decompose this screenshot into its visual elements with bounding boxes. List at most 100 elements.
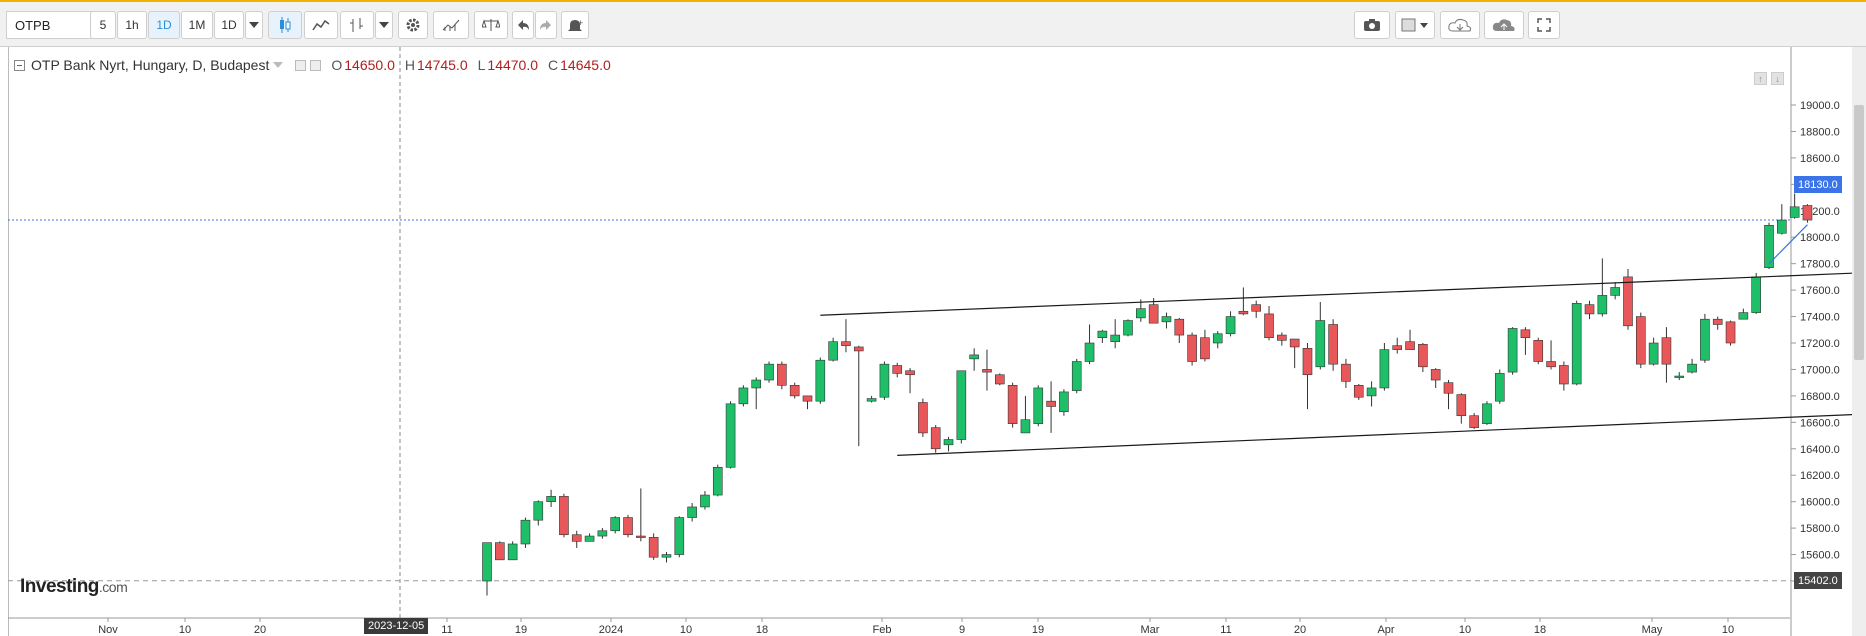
layout-button[interactable] (1395, 11, 1435, 39)
candle-body (597, 530, 608, 537)
top-accent-line (0, 0, 1866, 2)
fullscreen-button[interactable] (1528, 11, 1560, 39)
redo-button[interactable] (535, 11, 557, 39)
x-tick-label: May (1642, 624, 1663, 636)
eye-icon[interactable] (295, 59, 307, 71)
interval-dropdown-button[interactable] (245, 11, 263, 39)
interval-5-button[interactable]: 5 (90, 11, 116, 39)
candle-body (1341, 363, 1351, 382)
candle-body (1443, 382, 1454, 394)
y-tick-label: 18800.0 (1800, 126, 1840, 138)
snapshot-button[interactable] (1354, 11, 1390, 39)
load-chart-button[interactable] (1440, 11, 1480, 39)
candle-body (1418, 344, 1428, 368)
undo-icon (518, 20, 529, 30)
cloud-upload-icon (1492, 19, 1515, 31)
high-label: H (404, 57, 415, 73)
logo-brand: Investing (20, 576, 99, 597)
candle-body (789, 385, 800, 397)
candle-body (482, 542, 492, 582)
x-tick-label: Apr (1377, 624, 1394, 636)
x-tick-label: 10 (179, 624, 191, 636)
x-tick-label: 10 (1459, 624, 1471, 636)
candle-body (918, 402, 928, 434)
candle-body (661, 554, 672, 558)
camera-icon (1364, 19, 1380, 31)
candle-body (1136, 308, 1146, 319)
candle-body (982, 369, 992, 373)
undo-button[interactable] (512, 11, 534, 39)
studies-button[interactable] (433, 11, 469, 39)
candle-body (1520, 329, 1531, 339)
close-value: 14645.0 (560, 57, 611, 73)
y-tick-label: 16600.0 (1800, 417, 1840, 429)
candle-body (1559, 365, 1569, 385)
candle-body (841, 341, 851, 346)
chevron-down-icon[interactable] (273, 62, 284, 68)
y-tick-label: 18600.0 (1800, 153, 1840, 165)
candle-body (1264, 313, 1274, 339)
candle-body (1738, 312, 1749, 320)
candle-body (1110, 334, 1120, 342)
candlestick-icon (280, 17, 291, 33)
line-chart-button[interactable] (304, 11, 338, 39)
current-price-tag: 18130.0 (1794, 176, 1842, 193)
pane-up-icon[interactable]: ↑ (1754, 72, 1767, 85)
candle-body (994, 374, 1005, 385)
pane-down-icon[interactable]: ↓ (1771, 72, 1784, 85)
interval-select-button[interactable]: 1D (214, 11, 244, 39)
candle-body (802, 395, 813, 402)
low-label: L (477, 57, 486, 73)
gear-icon (406, 18, 420, 32)
close-label: C (548, 57, 559, 73)
candle-body (1623, 276, 1633, 327)
indicators-button[interactable] (340, 11, 374, 39)
expand-icon (1537, 18, 1551, 32)
price-chart[interactable]: 15400.015600.015800.016000.016200.016400… (0, 47, 1852, 636)
candle-body (1251, 304, 1261, 312)
svg-text:+: + (578, 18, 583, 28)
candle-body (1097, 330, 1108, 339)
y-tick-label: 15600.0 (1800, 550, 1840, 562)
x-tick-label: 19 (515, 624, 527, 636)
collapse-legend-icon[interactable] (14, 59, 25, 71)
candle-body (828, 341, 838, 361)
settings-small-icon[interactable] (310, 59, 322, 71)
candle-body (943, 439, 954, 446)
interval-1m-button[interactable]: 1M (181, 11, 213, 39)
candle-body (1777, 219, 1787, 234)
y-tick-label: 17600.0 (1800, 285, 1840, 297)
x-tick-label: Nov (98, 624, 118, 636)
candle-body (1469, 415, 1479, 428)
candle-body (1700, 318, 1710, 361)
trend-line (897, 414, 1852, 456)
interval-1d-button[interactable]: 1D (148, 11, 180, 39)
y-tick-label: 19000.0 (1800, 100, 1840, 112)
candle-body (1353, 385, 1364, 398)
candles-button[interactable] (268, 11, 302, 39)
candle-body (1020, 419, 1031, 434)
settings-button[interactable] (398, 11, 428, 39)
alert-button[interactable]: + (561, 11, 589, 39)
candle-body (1751, 276, 1761, 313)
candle-body (533, 501, 544, 521)
candle-body (1674, 375, 1685, 378)
compare-button[interactable] (474, 11, 508, 39)
candle-body (1494, 373, 1505, 402)
candle-body (584, 535, 595, 542)
scrollbar-thumb[interactable] (1854, 105, 1864, 360)
candle-body (610, 517, 621, 532)
candle-body (1430, 369, 1441, 381)
chart-type-dropdown-button[interactable] (375, 11, 393, 39)
chart-toolbar: OTPB 5 1h 1D 1M 1D + (0, 2, 1866, 47)
candle-body (1725, 321, 1736, 344)
interval-1h-button[interactable]: 1h (117, 11, 147, 39)
y-tick-label: 16800.0 (1800, 391, 1840, 403)
chart-left-border (8, 47, 9, 636)
candle-body (1661, 337, 1672, 365)
save-chart-button[interactable] (1484, 11, 1524, 39)
area-chart-icon (312, 19, 330, 31)
candle-body (1059, 391, 1069, 413)
symbol-input[interactable]: OTPB (6, 11, 106, 39)
candle-body (905, 370, 915, 376)
